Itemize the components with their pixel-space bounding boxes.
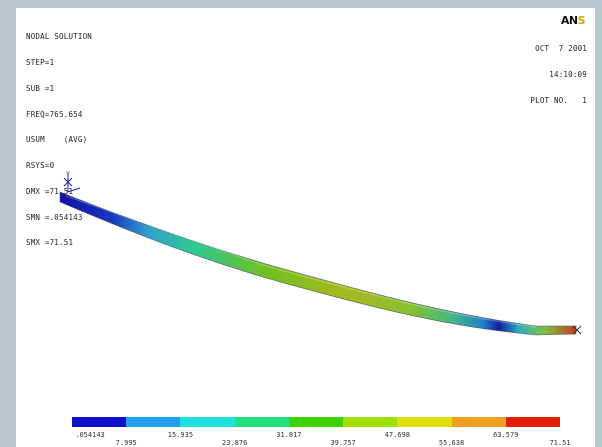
contour-legend [72, 417, 560, 427]
legend-label-top: 63.579 [493, 431, 519, 439]
svg-text:Y: Y [65, 171, 70, 178]
solution-info: NODAL SOLUTION STEP=1 SUB =1 FREQ=765.65… [26, 16, 92, 265]
solution-title: NODAL SOLUTION [26, 32, 93, 42]
smx-line: SMX =71.51 [26, 238, 74, 248]
legend-label-bottom: 23.876 [222, 439, 248, 447]
legend-label-bottom: 55.638 [438, 439, 465, 447]
legend-swatch [505, 417, 560, 427]
beam-highlight [65, 195, 537, 328]
legend-label-bottom: 7.995 [115, 439, 137, 447]
legend-label-top: 47.698 [384, 431, 410, 439]
legend-label-bottom: 71.51 [549, 439, 571, 447]
legend-swatch [451, 417, 506, 427]
smn-line: SMN =.054143 [26, 212, 83, 222]
tip-marker [572, 325, 582, 335]
rsys-line: RSYS=0 [26, 161, 55, 171]
step-line: STEP=1 [26, 57, 55, 67]
plot-date: OCT 7 2001 [535, 44, 587, 54]
plot-meta: OCT 7 2001 14:10:09 PLOT NO. 1 [530, 28, 587, 123]
support-marker: Y [63, 171, 81, 193]
plot-time: 14:10:09 [549, 69, 587, 79]
logo-main: AN [560, 14, 578, 27]
legend-swatch [180, 417, 235, 427]
plot-area: NODAL SOLUTION STEP=1 SUB =1 FREQ=765.65… [16, 8, 595, 447]
legend-label-top: .054143 [75, 431, 105, 439]
plot-number: PLOT NO. 1 [530, 95, 587, 105]
ansys-logo: ANS [560, 14, 586, 27]
beam-shape [59, 191, 577, 336]
legend-label-bottom: 39.757 [330, 439, 356, 447]
usum-line: USUM (AVG) [26, 135, 88, 145]
legend-swatch [288, 417, 344, 427]
dmx-line: DMX =71.51 [26, 186, 74, 196]
freq-line: FREQ=765.654 [26, 109, 83, 119]
sub-line: SUB =1 [26, 83, 55, 93]
legend-swatch [397, 417, 452, 427]
legend-label-top: 31.817 [276, 431, 302, 439]
logo-tail: S [577, 14, 586, 27]
legend-label-top: 15.935 [167, 431, 194, 439]
legend-swatch [343, 417, 398, 427]
legend-swatch [126, 417, 181, 427]
legend-swatch [72, 417, 127, 427]
legend-swatch [234, 417, 289, 427]
deformed-beam-plot: Y [59, 171, 582, 336]
